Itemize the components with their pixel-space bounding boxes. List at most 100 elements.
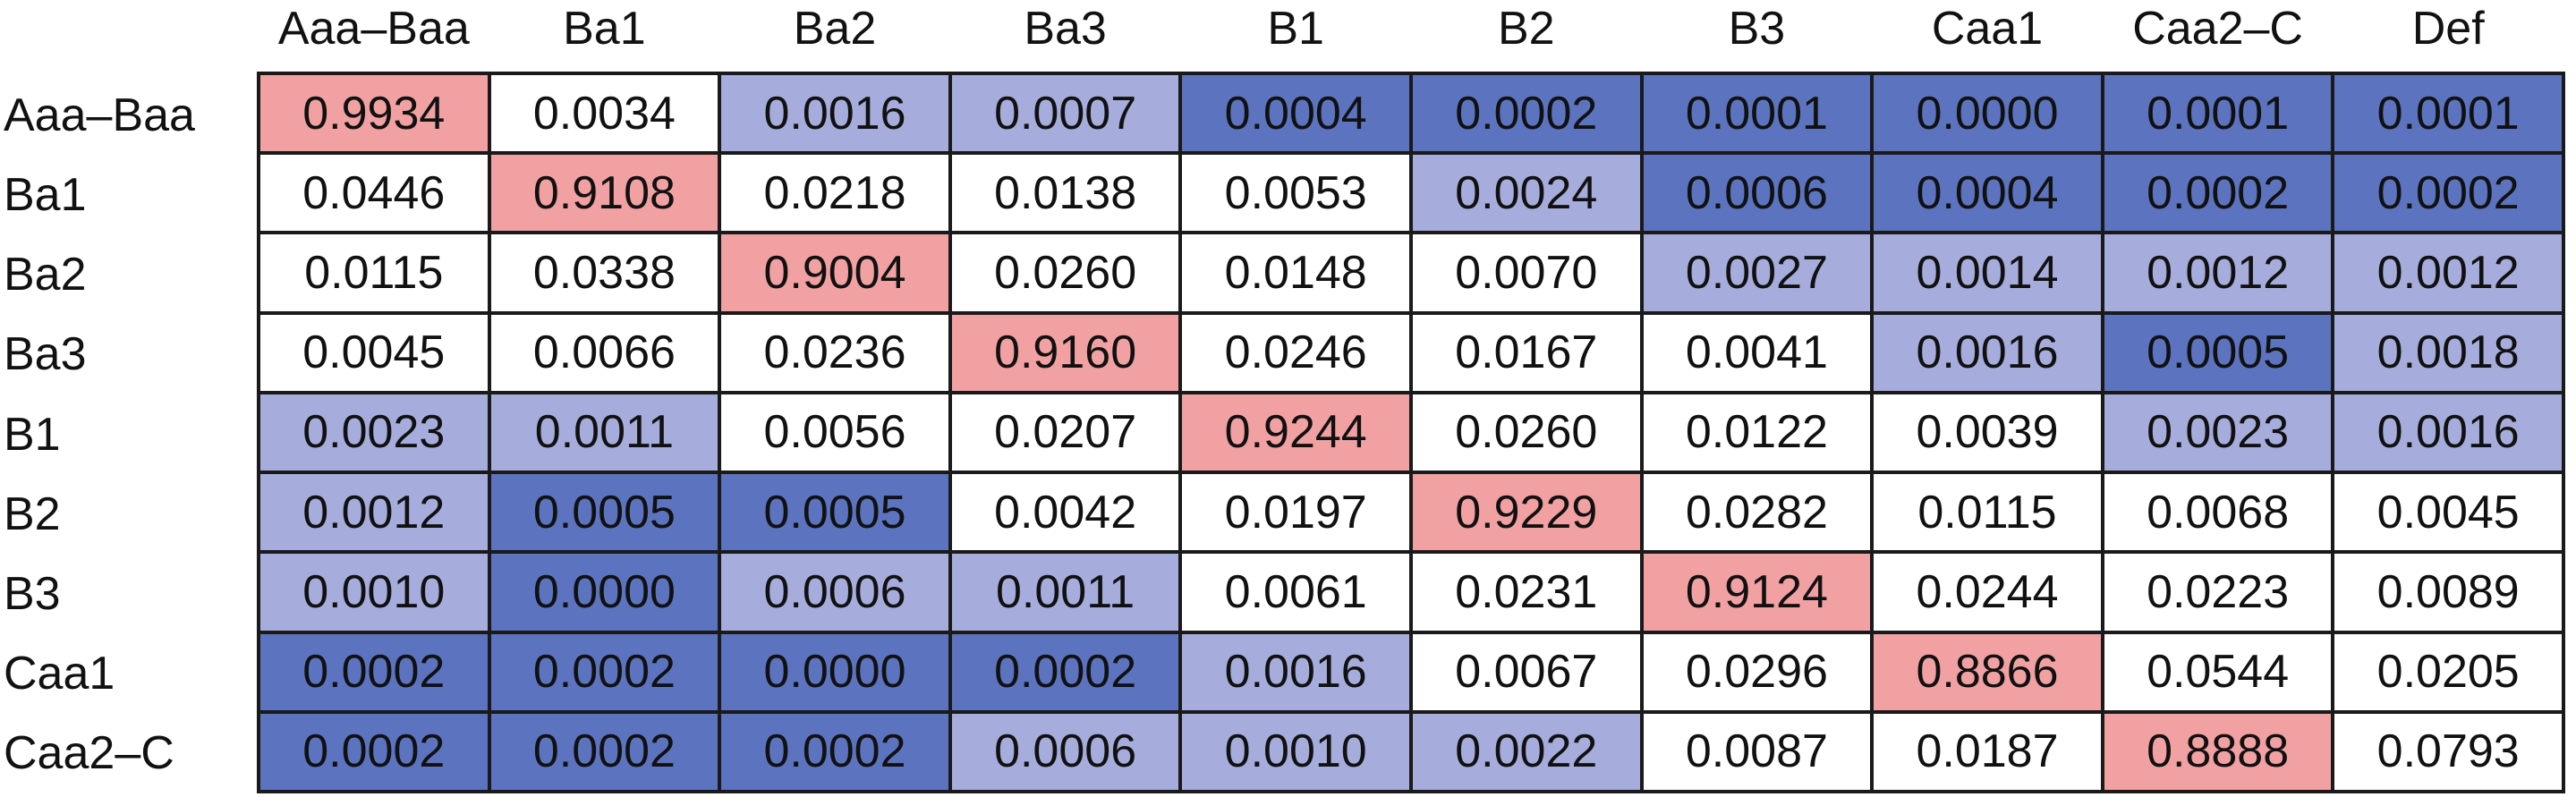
matrix-cell: 0.0260 bbox=[951, 234, 1179, 311]
matrix-cell: 0.0001 bbox=[2104, 75, 2332, 152]
column-header: Def bbox=[2411, 3, 2485, 55]
matrix-cell: 0.9124 bbox=[1643, 554, 1871, 631]
matrix-cell: 0.0544 bbox=[2104, 633, 2332, 710]
matrix-cell: 0.0205 bbox=[2334, 633, 2562, 710]
matrix-cell: 0.0002 bbox=[490, 713, 718, 790]
matrix-cell: 0.0018 bbox=[2334, 314, 2562, 391]
matrix-cell: 0.0004 bbox=[1874, 155, 2101, 232]
matrix-cell: 0.0260 bbox=[1413, 394, 1640, 471]
matrix-cell: 0.0014 bbox=[1874, 234, 2101, 311]
matrix-cell: 0.9229 bbox=[1413, 474, 1640, 551]
matrix-cell: 0.0023 bbox=[260, 394, 488, 471]
matrix-cell: 0.0002 bbox=[490, 633, 718, 710]
matrix-cell: 0.0197 bbox=[1182, 474, 1409, 551]
column-header: B1 bbox=[1267, 3, 1324, 55]
matrix-cell: 0.0244 bbox=[1874, 554, 2101, 631]
matrix-cell: 0.0024 bbox=[1413, 155, 1640, 232]
matrix-cell: 0.0061 bbox=[1182, 554, 1409, 631]
matrix-cell: 0.0000 bbox=[490, 554, 718, 631]
matrix-cell: 0.0089 bbox=[2334, 554, 2562, 631]
matrix-cell: 0.0005 bbox=[490, 474, 718, 551]
matrix-cell: 0.0207 bbox=[951, 394, 1179, 471]
matrix-cell: 0.0005 bbox=[2104, 314, 2332, 391]
matrix-cell: 0.0005 bbox=[721, 474, 948, 551]
column-header: Ba3 bbox=[1024, 3, 1107, 55]
row-header: B3 bbox=[4, 567, 61, 620]
matrix-cell: 0.0012 bbox=[2104, 234, 2332, 311]
matrix-cell: 0.0016 bbox=[721, 75, 948, 152]
row-header: Ba3 bbox=[4, 328, 87, 381]
matrix-cell: 0.0218 bbox=[721, 155, 948, 232]
matrix-cell: 0.0231 bbox=[1413, 554, 1640, 631]
matrix-grid: 0.9934 0.0034 0.0016 0.0007 0.0004 0.0002 0.00… bbox=[257, 72, 2565, 793]
matrix-cell: 0.0053 bbox=[1182, 155, 1409, 232]
matrix-cell: 0.0007 bbox=[951, 75, 1179, 152]
matrix-cell: 0.0001 bbox=[2334, 75, 2562, 152]
column-header: Aaa–Baa bbox=[277, 3, 470, 55]
matrix-cell: 0.9160 bbox=[951, 314, 1179, 391]
row-header: Caa2–C bbox=[4, 727, 174, 780]
matrix-cell: 0.0000 bbox=[1874, 75, 2101, 152]
matrix-cell: 0.8888 bbox=[2104, 713, 2332, 790]
matrix-cell: 0.0011 bbox=[951, 554, 1179, 631]
matrix-cell: 0.0002 bbox=[1413, 75, 1640, 152]
row-header: B2 bbox=[4, 488, 61, 540]
matrix-cell: 0.0010 bbox=[260, 554, 488, 631]
matrix-cell: 0.0006 bbox=[721, 554, 948, 631]
column-header: Caa1 bbox=[1931, 3, 2044, 55]
matrix-cell: 0.0010 bbox=[1182, 713, 1409, 790]
matrix-cell: 0.0138 bbox=[951, 155, 1179, 232]
column-header: Caa2–C bbox=[2132, 3, 2303, 55]
matrix-cell: 0.0027 bbox=[1643, 234, 1871, 311]
matrix-cell: 0.0446 bbox=[260, 155, 488, 232]
matrix-cell: 0.0066 bbox=[490, 314, 718, 391]
matrix-cell: 0.0087 bbox=[1643, 713, 1871, 790]
matrix-cell: 0.0016 bbox=[1874, 314, 2101, 391]
matrix-cell: 0.0068 bbox=[2104, 474, 2332, 551]
matrix-cell: 0.0016 bbox=[1182, 633, 1409, 710]
matrix-cell: 0.0070 bbox=[1413, 234, 1640, 311]
row-header: Ba1 bbox=[4, 168, 87, 221]
row-header: Caa1 bbox=[4, 648, 115, 700]
matrix-cell: 0.9004 bbox=[721, 234, 948, 311]
matrix-cell: 0.0067 bbox=[1413, 633, 1640, 710]
matrix-cell: 0.0282 bbox=[1643, 474, 1871, 551]
matrix-cell: 0.0187 bbox=[1874, 713, 2101, 790]
row-header: Aaa–Baa bbox=[4, 89, 195, 141]
column-header: Ba2 bbox=[793, 3, 877, 55]
matrix-cell: 0.0115 bbox=[260, 234, 488, 311]
matrix-cell: 0.0167 bbox=[1413, 314, 1640, 391]
matrix-cell: 0.0223 bbox=[2104, 554, 2332, 631]
matrix-cell: 0.0002 bbox=[721, 713, 948, 790]
matrix-cell: 0.8866 bbox=[1874, 633, 2101, 710]
matrix-cell: 0.9108 bbox=[490, 155, 718, 232]
matrix-cell: 0.0236 bbox=[721, 314, 948, 391]
matrix-cell: 0.0002 bbox=[260, 713, 488, 790]
matrix-cell: 0.0002 bbox=[951, 633, 1179, 710]
matrix-cell: 0.0041 bbox=[1643, 314, 1871, 391]
matrix-cell: 0.0338 bbox=[490, 234, 718, 311]
matrix-cell: 0.0011 bbox=[490, 394, 718, 471]
matrix-cell: 0.0148 bbox=[1182, 234, 1409, 311]
matrix-cell: 0.0012 bbox=[260, 474, 488, 551]
matrix-cell: 0.0793 bbox=[2334, 713, 2562, 790]
matrix-cell: 0.0002 bbox=[2104, 155, 2332, 232]
matrix-cell: 0.9934 bbox=[260, 75, 488, 152]
matrix-cell: 0.0012 bbox=[2334, 234, 2562, 311]
matrix-cell: 0.0006 bbox=[951, 713, 1179, 790]
matrix-cell: 0.0022 bbox=[1413, 713, 1640, 790]
matrix-cell: 0.0016 bbox=[2334, 394, 2562, 471]
row-header: B1 bbox=[4, 408, 61, 461]
matrix-cell: 0.0023 bbox=[2104, 394, 2332, 471]
column-header: B2 bbox=[1497, 3, 1555, 55]
matrix-cell: 0.0045 bbox=[2334, 474, 2562, 551]
matrix-cell: 0.0296 bbox=[1643, 633, 1871, 710]
matrix-cell: 0.0039 bbox=[1874, 394, 2101, 471]
matrix-cell: 0.0004 bbox=[1182, 75, 1409, 152]
matrix-cell: 0.9244 bbox=[1182, 394, 1409, 471]
column-header: B3 bbox=[1728, 3, 1786, 55]
column-header: Ba1 bbox=[563, 3, 646, 55]
matrix-cell: 0.0001 bbox=[1643, 75, 1871, 152]
matrix-cell: 0.0034 bbox=[490, 75, 718, 152]
